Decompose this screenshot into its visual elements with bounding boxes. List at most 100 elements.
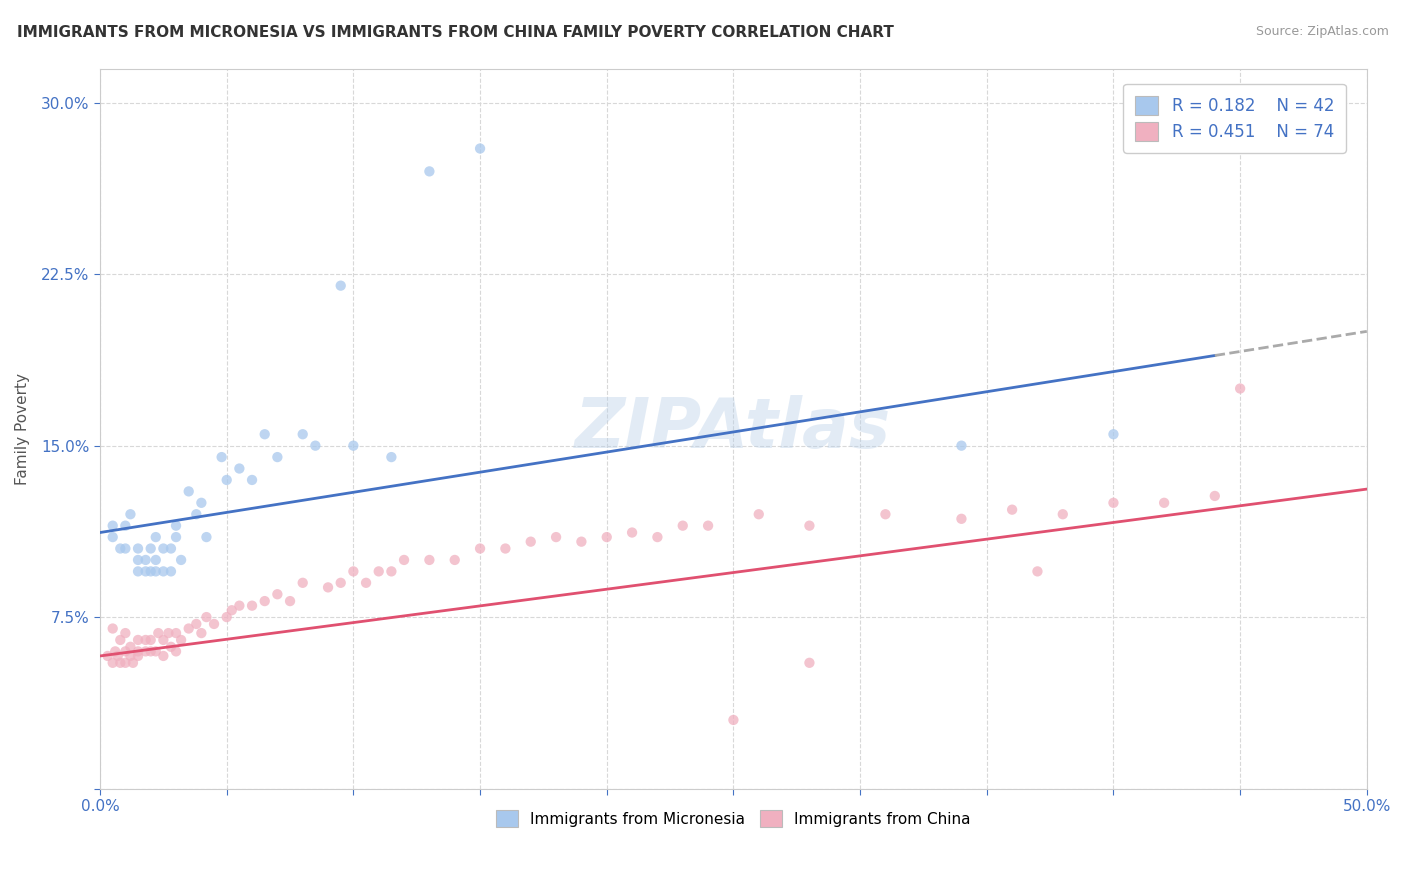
Point [135,553,157,567]
Point [380,565,402,579]
Point [165,518,187,533]
Point [215,610,238,624]
Point [145,565,167,579]
Point [291,575,314,590]
Point [145,530,167,544]
Point [202,616,225,631]
Point [304,439,326,453]
Point [127,644,149,658]
Point [160,640,183,654]
Point [875,507,897,521]
Point [468,541,491,556]
Text: IMMIGRANTS FROM MICRONESIA VS IMMIGRANTS FROM CHINA FAMILY POVERTY CORRELATION C: IMMIGRANTS FROM MICRONESIA VS IMMIGRANTS… [17,25,894,40]
Point [139,565,162,579]
Point [1229,382,1251,396]
Point [127,565,149,579]
Point [120,648,142,663]
Point [127,541,149,556]
Point [107,648,129,663]
Point [647,530,669,544]
Point [253,594,276,608]
Point [110,656,132,670]
Point [157,626,180,640]
Point [342,565,364,579]
Legend: Immigrants from Micronesia, Immigrants from China: Immigrants from Micronesia, Immigrants f… [489,802,979,835]
Point [127,632,149,647]
Point [748,507,770,521]
Point [114,626,136,640]
Point [177,484,200,499]
Point [1153,496,1175,510]
Point [266,450,288,464]
Point [127,648,149,663]
Point [110,632,132,647]
Point [950,439,973,453]
Point [139,541,162,556]
Point [177,622,200,636]
Point [160,541,183,556]
Point [211,450,233,464]
Point [160,565,183,579]
Point [596,530,619,544]
Point [127,553,149,567]
Point [278,594,301,608]
Point [170,553,193,567]
Point [672,518,695,533]
Point [135,644,157,658]
Text: ZIPAtlas: ZIPAtlas [575,395,891,462]
Point [519,534,541,549]
Point [1001,502,1024,516]
Point [165,530,187,544]
Point [145,644,167,658]
Point [221,603,243,617]
Point [195,530,218,544]
Point [544,530,567,544]
Point [799,518,821,533]
Point [367,565,389,579]
Point [697,518,720,533]
Point [1102,496,1125,510]
Point [494,541,516,556]
Point [165,644,187,658]
Point [152,541,174,556]
Point [186,507,208,521]
Point [165,626,187,640]
Point [114,541,136,556]
Point [110,541,132,556]
Point [135,565,157,579]
Point [354,575,377,590]
Point [101,656,124,670]
Point [1204,489,1226,503]
Point [418,553,440,567]
Point [380,450,402,464]
Point [240,473,263,487]
Point [240,599,263,613]
Point [291,427,314,442]
Point [950,512,973,526]
Point [170,632,193,647]
Point [145,553,167,567]
Point [186,616,208,631]
Y-axis label: Family Poverty: Family Poverty [15,373,30,484]
Point [190,496,212,510]
Point [152,632,174,647]
Point [101,530,124,544]
Point [101,518,124,533]
Point [114,518,136,533]
Point [135,632,157,647]
Point [215,473,238,487]
Point [190,626,212,640]
Point [316,580,339,594]
Point [152,648,174,663]
Point [120,507,142,521]
Point [122,656,145,670]
Point [139,644,162,658]
Point [148,626,170,640]
Point [266,587,288,601]
Point [1026,565,1049,579]
Point [228,599,250,613]
Point [342,439,364,453]
Point [799,656,821,670]
Point [228,461,250,475]
Point [152,565,174,579]
